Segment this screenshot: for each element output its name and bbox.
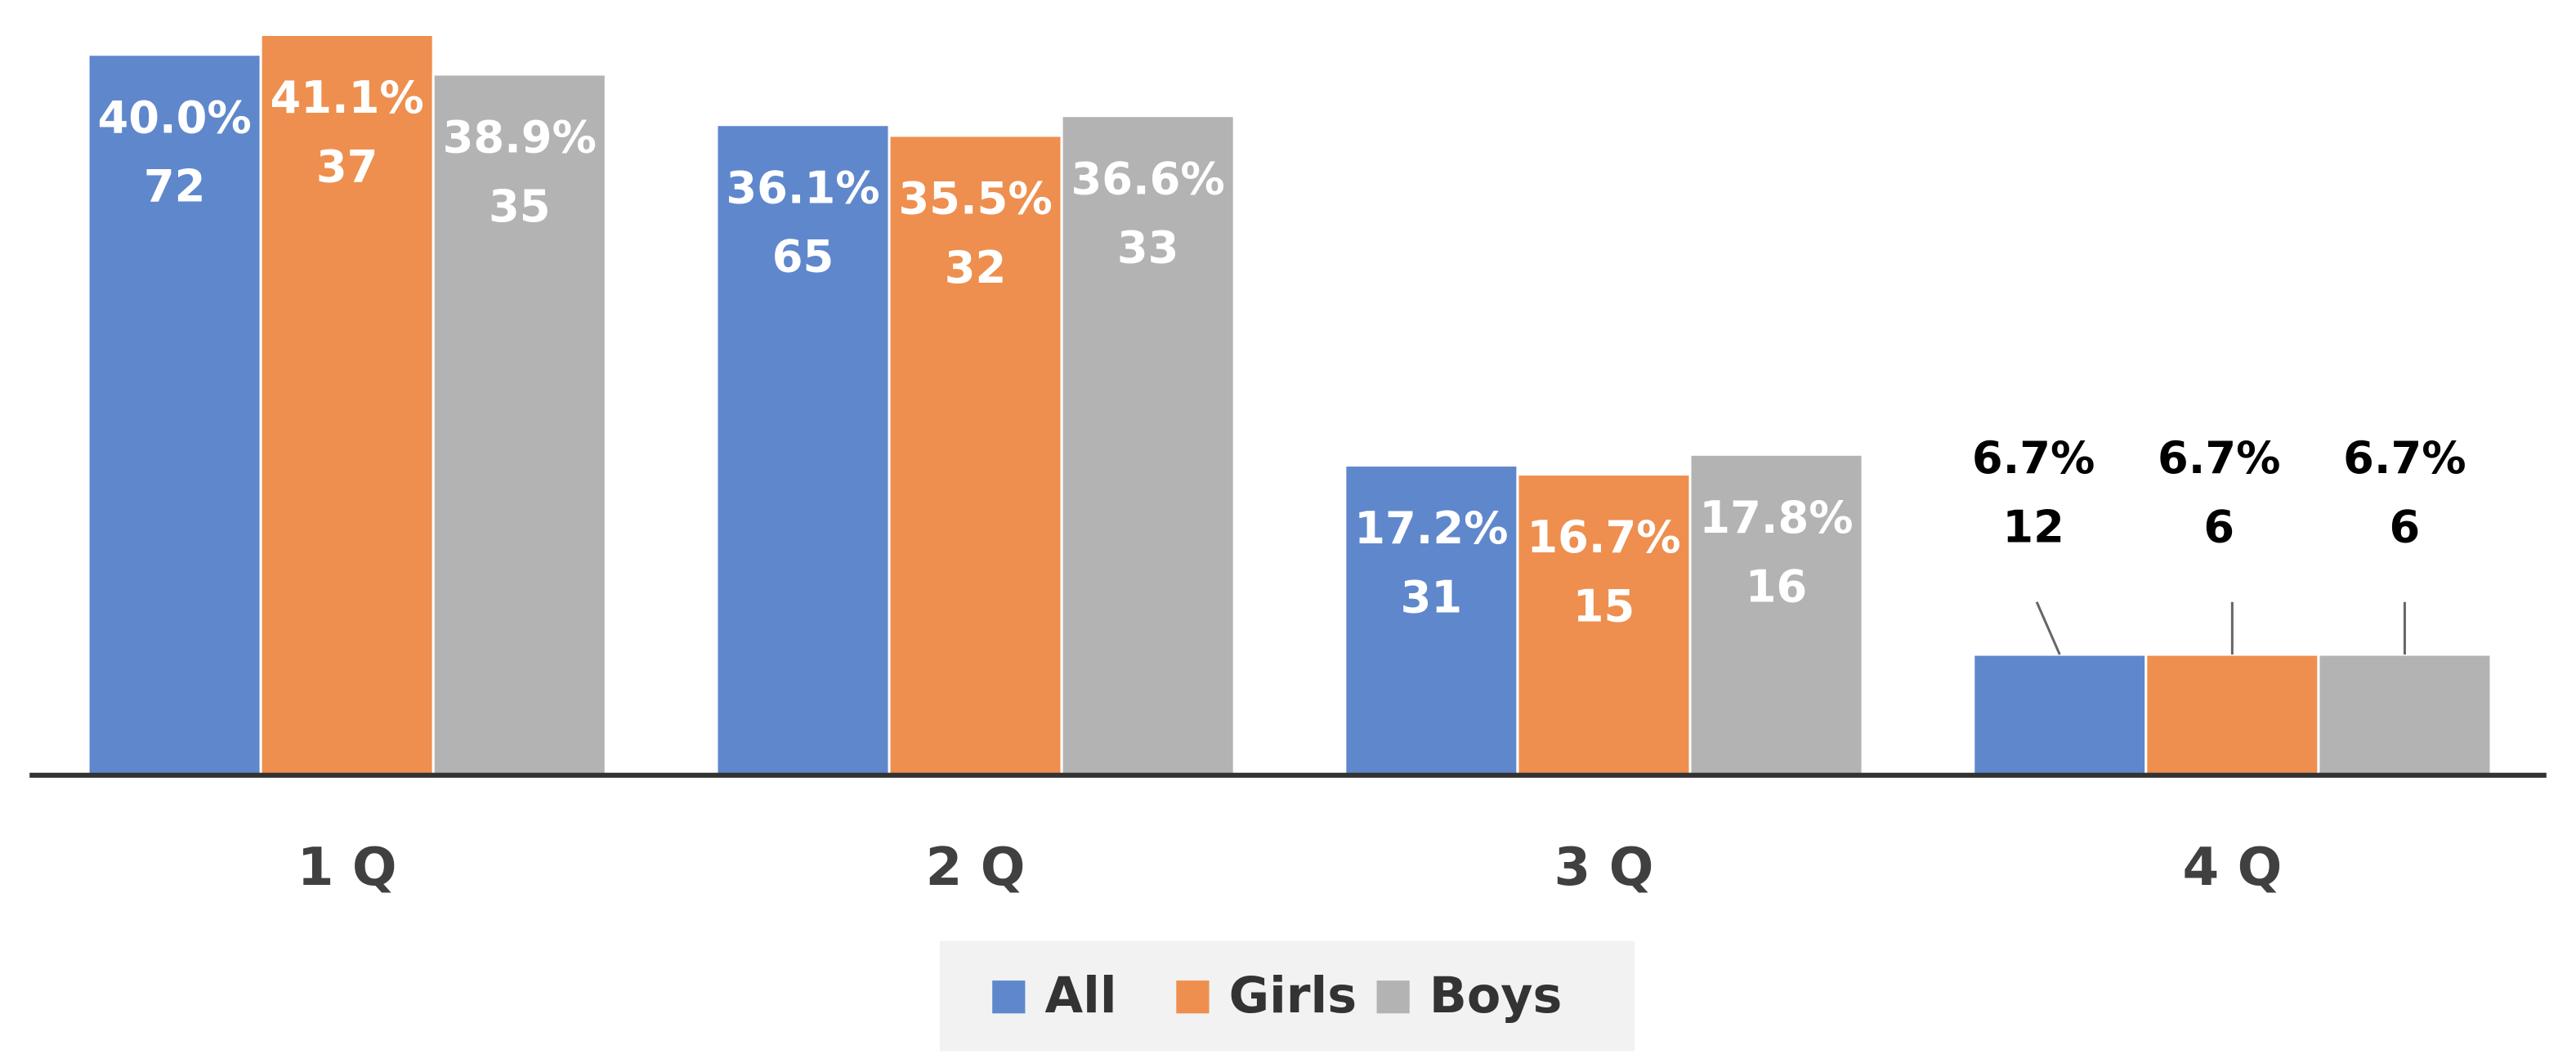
bar [2317,653,2493,777]
bar [2144,653,2320,777]
count-label: 15 [1573,581,1635,632]
count-label: 31 [1401,571,1463,623]
bar [259,33,435,777]
bar [1972,653,2148,777]
value-label: 6.7% [2343,432,2466,484]
count-label: 32 [945,242,1007,293]
value-label: 36.1% [726,162,879,213]
bar [888,134,1063,777]
bar [87,53,262,777]
bar [432,73,607,777]
bar [1060,114,1236,777]
value-label: 6.7% [1972,432,2095,484]
legend-swatch [1176,980,1210,1014]
value-label: 38.9% [443,112,597,163]
count-label: 6 [2390,501,2421,552]
legend-label: Boys [1429,967,1563,1025]
count-label: 12 [2002,501,2064,552]
x-tick-label: 3 Q [1554,837,1654,898]
count-label: 72 [144,161,206,212]
count-label: 35 [489,181,551,232]
x-tick-label: 4 Q [2182,837,2282,898]
leader-line [2035,601,2061,655]
value-label: 17.2% [1354,502,1508,554]
bar [1344,464,1519,777]
value-label: 17.8% [1699,492,1853,543]
value-label: 6.7% [2158,432,2281,484]
value-label: 36.6% [1071,153,1224,204]
legend-swatch [992,980,1026,1014]
count-label: 6 [2203,501,2234,552]
value-label: 41.1% [271,72,424,123]
x-tick-label: 2 Q [926,837,1026,898]
count-label: 37 [316,141,378,192]
legend-swatch [1376,980,1410,1014]
value-label: 40.0% [97,92,251,143]
legend-box [939,940,1635,1052]
bar [1516,473,1692,777]
value-label: 35.5% [898,173,1052,225]
count-label: 65 [772,231,834,283]
legend-label: All [1044,967,1116,1025]
count-label: 33 [1117,222,1179,274]
value-label: 16.7% [1527,511,1680,563]
bar [715,123,891,777]
legend-label: Girls [1229,967,1357,1025]
x-tick-label: 1 Q [297,837,397,898]
count-label: 16 [1746,561,1808,612]
